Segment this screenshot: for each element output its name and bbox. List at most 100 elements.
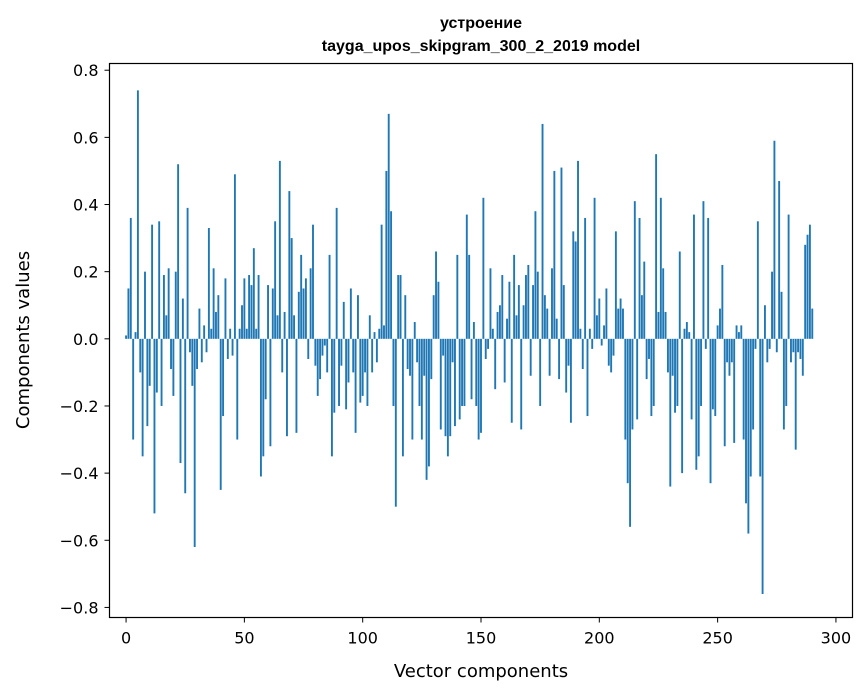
bar: [401, 338, 404, 457]
bar: [617, 308, 620, 339]
bar: [290, 238, 293, 339]
bar: [397, 275, 400, 339]
bar: [723, 338, 726, 447]
x-tick-label: 150: [466, 629, 497, 648]
bar: [439, 338, 442, 430]
bar: [399, 275, 402, 339]
y-axis-label: Components values: [13, 251, 34, 429]
bar: [522, 305, 525, 339]
bar: [461, 338, 464, 406]
y-tick-label: −0.8: [60, 598, 99, 617]
bar: [196, 338, 198, 370]
bar: [465, 214, 468, 339]
bar: [482, 197, 485, 339]
bar: [238, 328, 241, 339]
bar: [707, 217, 710, 339]
bar: [380, 224, 383, 339]
y-tick-label: 0.8: [73, 61, 98, 80]
bar: [231, 338, 234, 356]
bar: [212, 268, 215, 339]
y-tick-label: 0.2: [73, 263, 98, 282]
bar: [709, 338, 712, 484]
bar: [134, 332, 137, 339]
bar: [605, 288, 608, 339]
bar: [543, 295, 546, 339]
bar: [394, 338, 397, 507]
bar: [368, 315, 371, 339]
bar: [155, 338, 158, 393]
bar: [312, 224, 314, 339]
bar: [527, 264, 530, 339]
chart-title: устроение: [440, 15, 522, 32]
bar: [534, 211, 537, 339]
bar: [364, 338, 366, 373]
bar: [177, 164, 180, 339]
x-tick-label: 50: [234, 629, 254, 648]
bar: [432, 295, 435, 339]
bar: [489, 268, 492, 339]
bar: [503, 338, 506, 383]
bar: [735, 325, 738, 339]
bar: [262, 338, 265, 457]
bar: [546, 308, 549, 339]
bar: [719, 308, 721, 339]
bar: [553, 170, 556, 339]
bar: [591, 338, 594, 349]
bar: [700, 338, 702, 406]
bar: [404, 295, 407, 339]
bar: [340, 338, 343, 366]
bar: [536, 271, 539, 339]
bar: [193, 338, 196, 547]
bar: [567, 338, 570, 366]
bar: [794, 338, 797, 450]
bar: [491, 328, 494, 339]
bar: [132, 338, 135, 440]
bar: [449, 338, 452, 437]
bar: [659, 197, 662, 339]
bar: [562, 285, 565, 339]
bar: [210, 328, 213, 339]
bar: [428, 338, 430, 467]
bar: [215, 311, 217, 339]
bar: [302, 288, 305, 339]
bar: [200, 338, 203, 363]
bar: [764, 305, 766, 339]
bar: [160, 338, 163, 406]
y-tick-label: −0.6: [60, 531, 99, 550]
chart-subtitle: tayga_upos_skipgram_300_2_2019 model: [322, 38, 640, 55]
bar: [565, 338, 568, 393]
bar: [371, 338, 374, 373]
bar: [248, 275, 251, 339]
bar: [170, 338, 172, 370]
bar: [139, 338, 142, 373]
bar: [456, 254, 459, 339]
bar: [264, 338, 267, 400]
bar: [250, 285, 253, 339]
bar: [286, 338, 288, 437]
bar: [392, 338, 395, 406]
bar: [151, 224, 154, 339]
bar: [127, 288, 130, 339]
bar: [688, 332, 691, 339]
bar: [702, 201, 705, 339]
bar: [574, 241, 577, 339]
bar: [603, 325, 605, 339]
bar: [179, 338, 182, 464]
bar: [366, 338, 369, 406]
bar: [539, 338, 542, 406]
bar: [740, 325, 743, 339]
bar: [181, 298, 184, 339]
bar: [532, 285, 534, 339]
bar: [423, 338, 426, 376]
bar: [778, 181, 781, 339]
bar: [662, 268, 665, 339]
bar: [387, 113, 390, 339]
bar: [626, 338, 629, 484]
bar: [629, 338, 632, 527]
bar: [409, 338, 411, 376]
bar: [191, 338, 194, 386]
bar: [352, 338, 355, 373]
bar: [581, 338, 584, 370]
bar: [771, 271, 773, 339]
